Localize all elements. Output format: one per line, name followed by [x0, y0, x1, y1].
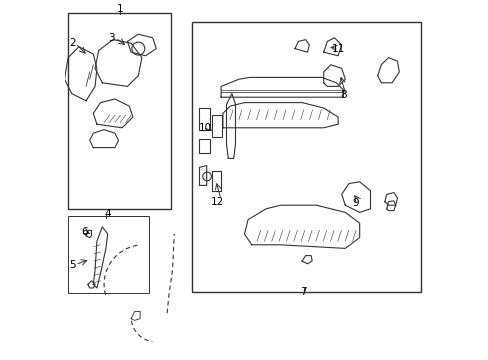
Text: 2: 2	[69, 38, 76, 48]
Bar	[68, 216, 149, 293]
Text: 11: 11	[331, 44, 344, 54]
Text: 12: 12	[210, 197, 224, 207]
Text: 9: 9	[352, 198, 359, 208]
Bar	[192, 22, 420, 292]
Text: 10: 10	[198, 123, 211, 133]
Text: 8: 8	[340, 90, 346, 100]
Text: 4: 4	[104, 209, 111, 219]
Text: 6: 6	[81, 227, 87, 237]
Bar	[212, 115, 222, 137]
Bar	[199, 139, 209, 153]
Text: 5: 5	[69, 260, 76, 270]
Bar	[199, 108, 209, 130]
Text: 1: 1	[117, 4, 123, 14]
Bar	[68, 13, 170, 209]
Text: 7: 7	[300, 287, 306, 297]
Text: 3: 3	[108, 33, 114, 43]
